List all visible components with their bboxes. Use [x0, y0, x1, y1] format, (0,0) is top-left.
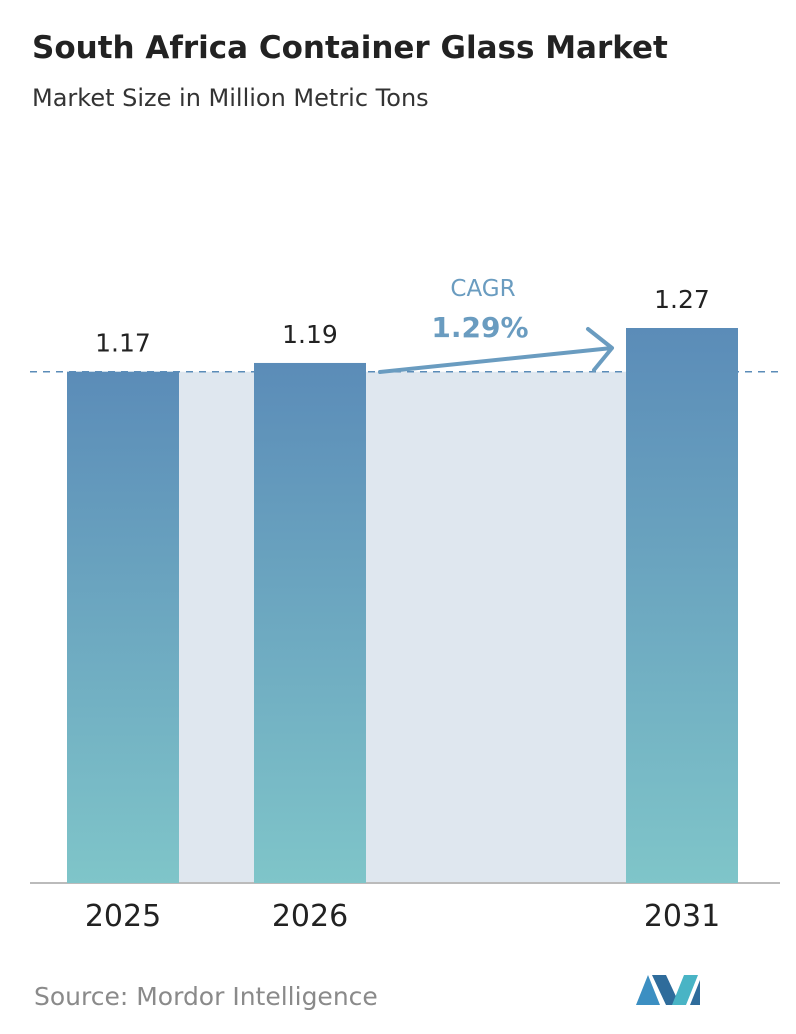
- chart-subtitle: Market Size in Million Metric Tons: [32, 84, 429, 112]
- bar: [254, 362, 366, 883]
- bar: [67, 371, 179, 883]
- x-tick-label: 2026: [272, 899, 348, 934]
- cagr-arrow: [378, 327, 614, 374]
- chart-title: South Africa Container Glass Market: [32, 30, 668, 66]
- x-tick-label: 2031: [644, 899, 720, 934]
- value-label: 1.27: [654, 285, 710, 314]
- x-tick-label: 2025: [85, 899, 161, 934]
- source: Source: Mordor Intelligence: [34, 982, 378, 1011]
- value-label: 1.17: [95, 329, 151, 358]
- plot: 1.17 2025 1.19 2026 1.27 2031 CAGR 1.29%: [30, 276, 780, 934]
- cagr-value: 1.29%: [431, 311, 528, 344]
- logo: [636, 975, 700, 1005]
- bar: [626, 328, 738, 883]
- cagr-annotation: CAGR 1.29%: [378, 276, 614, 374]
- value-label: 1.19: [282, 320, 338, 349]
- cagr-label: CAGR: [450, 276, 515, 302]
